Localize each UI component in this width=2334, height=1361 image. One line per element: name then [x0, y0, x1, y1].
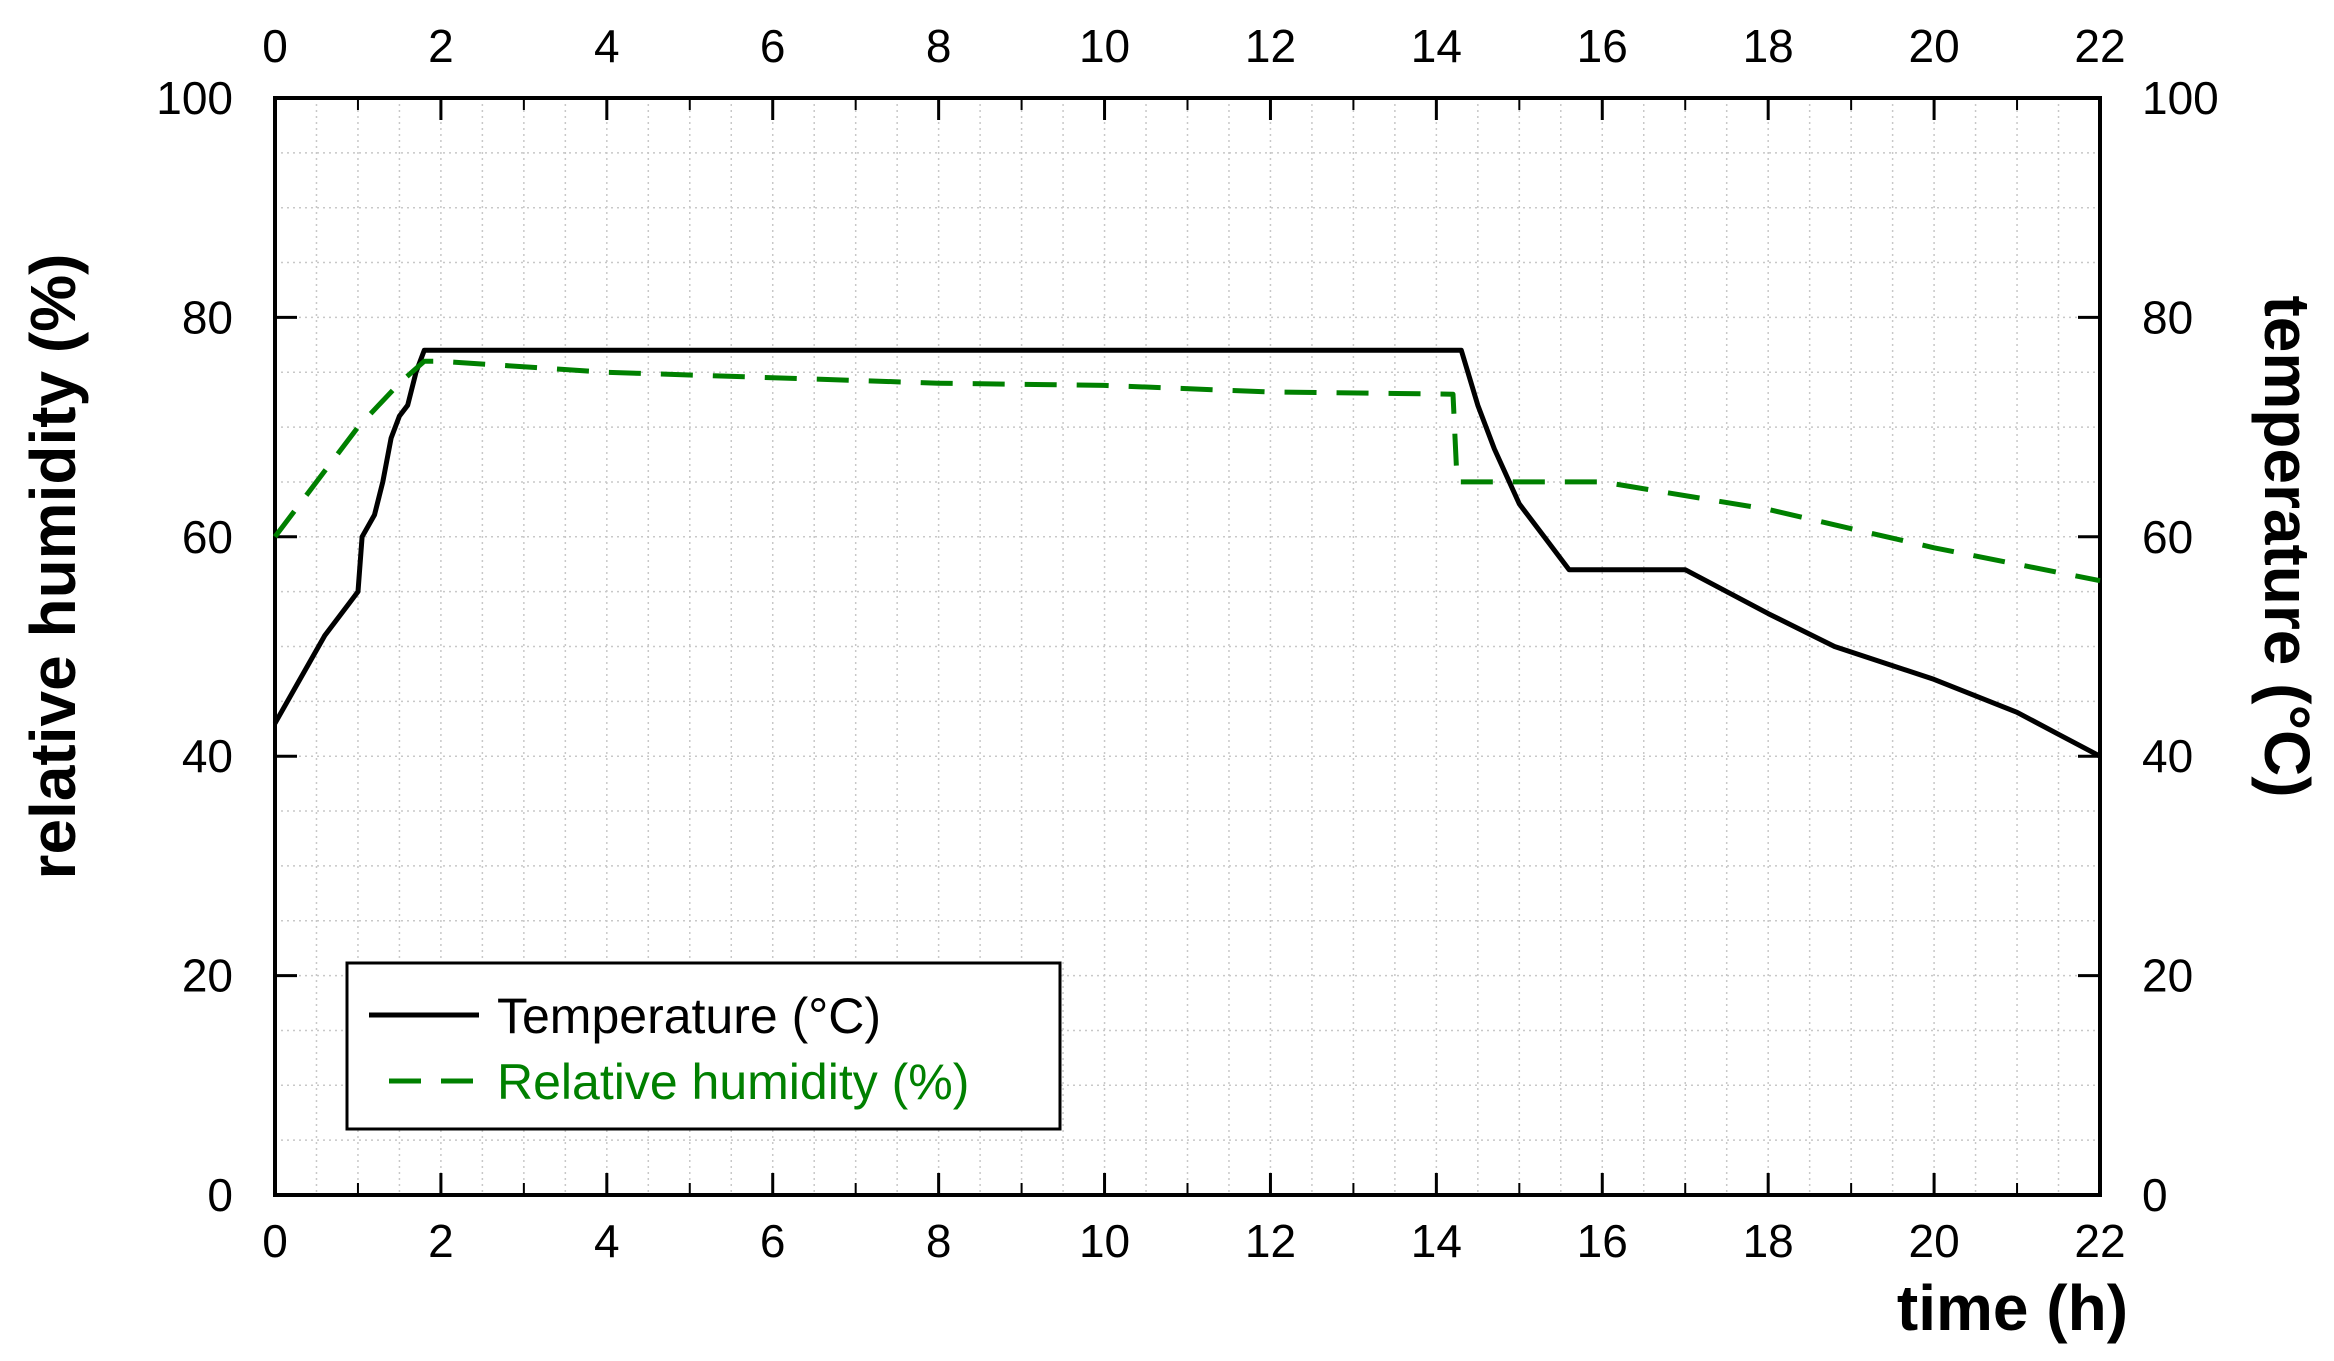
- x-tick-label-bottom: 22: [2074, 1215, 2125, 1267]
- y-tick-label-left: 40: [182, 730, 233, 782]
- y-tick-label-right: 80: [2142, 291, 2193, 343]
- series-humidity-line: [273, 358, 2101, 584]
- legend: Temperature (°C) Relative humidity (%): [345, 961, 1062, 1131]
- x-tick-label-top: 14: [1411, 20, 1462, 72]
- axis-ticks: [273, 96, 2102, 1197]
- grid-lines: [275, 98, 2100, 1195]
- x-tick-label-top: 4: [594, 20, 620, 72]
- x-tick-label-bottom: 12: [1245, 1215, 1296, 1267]
- x-tick-label-top: 18: [1743, 20, 1794, 72]
- x-tick-label-top: 22: [2074, 20, 2125, 72]
- x-tick-label-bottom: 10: [1079, 1215, 1130, 1267]
- x-tick-label-bottom: 6: [760, 1215, 786, 1267]
- legend-box: [345, 961, 1062, 1131]
- x-tick-label-top: 6: [760, 20, 786, 72]
- x-tick-label-bottom: 18: [1743, 1215, 1794, 1267]
- x-tick-label-top: 16: [1577, 20, 1628, 72]
- y-tick-label-left: 20: [182, 950, 233, 1002]
- x-tick-label-bottom: 4: [594, 1215, 620, 1267]
- x-tick-label-bottom: 2: [428, 1215, 454, 1267]
- x-tick-label-bottom: 0: [262, 1215, 288, 1267]
- x-tick-label-bottom: 14: [1411, 1215, 1462, 1267]
- y-tick-label-left: 0: [207, 1169, 233, 1221]
- legend-label-temperature: Temperature (°C): [497, 988, 881, 1044]
- x-tick-label-top: 0: [262, 20, 288, 72]
- x-tick-label-top: 10: [1079, 20, 1130, 72]
- x-tick-label-top: 2: [428, 20, 454, 72]
- series-temperature-line: [272, 347, 2102, 759]
- x-tick-label-bottom: 8: [926, 1215, 952, 1267]
- x-tick-label-top: 20: [1909, 20, 1960, 72]
- y-tick-label-right: 100: [2142, 72, 2219, 124]
- y-tick-label-left: 80: [182, 291, 233, 343]
- y-tick-label-right: 40: [2142, 730, 2193, 782]
- y-tick-label-right: 20: [2142, 950, 2193, 1002]
- y-tick-label-left: 100: [156, 72, 233, 124]
- y-tick-label-right: 60: [2142, 511, 2193, 563]
- x-tick-label-top: 12: [1245, 20, 1296, 72]
- legend-label-humidity: Relative humidity (%): [497, 1054, 969, 1110]
- y-tick-label-right: 0: [2142, 1169, 2168, 1221]
- y-tick-label-left: 60: [182, 511, 233, 563]
- y-axis-right-title: temperature (°C): [2251, 295, 2323, 797]
- y-axis-left-title: relative humidity (%): [17, 254, 89, 880]
- x-axis-title: time (h): [1897, 1272, 2128, 1344]
- series-layer: [272, 347, 2102, 759]
- x-tick-label-bottom: 16: [1577, 1215, 1628, 1267]
- x-tick-label-top: 8: [926, 20, 952, 72]
- x-tick-label-bottom: 20: [1909, 1215, 1960, 1267]
